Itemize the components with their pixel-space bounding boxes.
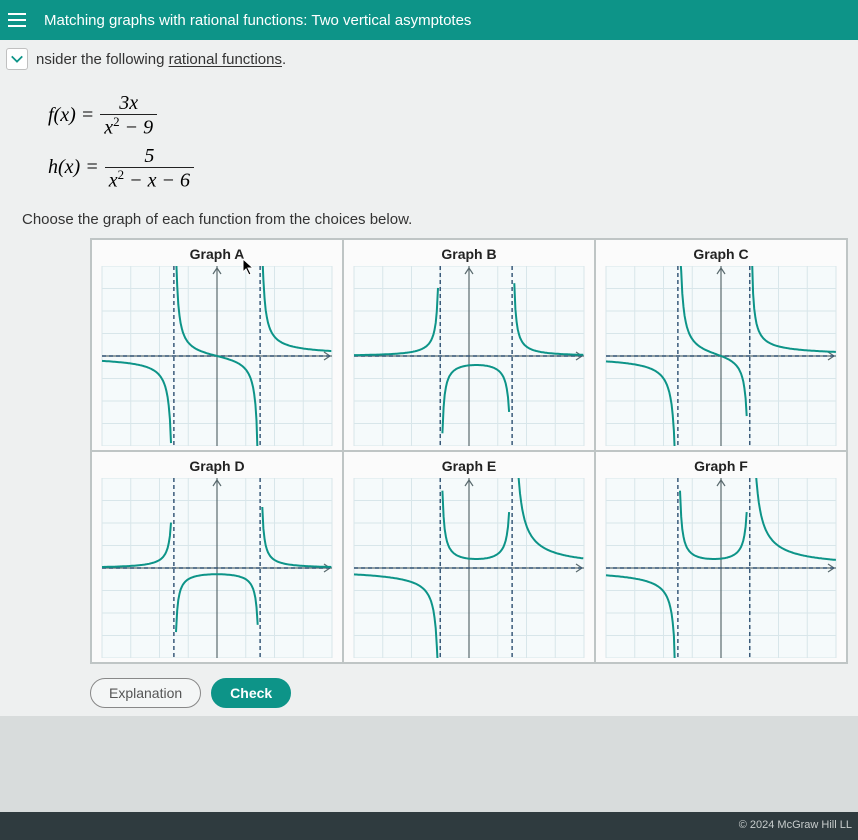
hamburger-icon[interactable] — [8, 8, 32, 32]
graph-cell-f[interactable]: Graph F — [595, 451, 847, 663]
page-title: Matching graphs with rational functions:… — [44, 12, 471, 29]
mini-chart — [600, 266, 842, 446]
h-den: x2 − x − 6 — [105, 168, 194, 192]
graph-title: Graph D — [189, 458, 244, 474]
mini-chart — [348, 266, 590, 446]
f-lhs: f(x) = — [48, 104, 94, 127]
h-lhs: h(x) = — [48, 156, 99, 179]
prompt-row: nsider the following rational functions. — [0, 40, 858, 80]
button-row: Explanation Check — [0, 664, 858, 708]
graph-cell-a[interactable]: Graph A — [91, 239, 343, 451]
formulas: f(x) = 3x x2 − 9 h(x) = 5 x2 − x − 6 — [0, 80, 858, 207]
prompt-tail: . — [282, 51, 286, 68]
formula-h: h(x) = 5 x2 − x − 6 — [48, 145, 858, 192]
rational-functions-link[interactable]: rational functions — [169, 51, 282, 68]
footer-copyright: © 2024 McGraw Hill LL — [0, 812, 858, 840]
mini-chart — [600, 478, 842, 658]
h-fraction: 5 x2 − x − 6 — [105, 145, 194, 192]
graph-title: Graph E — [442, 458, 496, 474]
graph-cell-c[interactable]: Graph C — [595, 239, 847, 451]
graphs-grid: Graph A Graph B Graph C Graph D — [90, 238, 848, 664]
f-den: x2 − 9 — [100, 115, 157, 139]
formula-f: f(x) = 3x x2 − 9 — [48, 92, 858, 139]
f-fraction: 3x x2 − 9 — [100, 92, 157, 139]
content-panel: nsider the following rational functions.… — [0, 40, 858, 716]
f-num: 3x — [115, 92, 142, 114]
graph-title: Graph B — [441, 246, 496, 262]
graph-title: Graph A — [190, 246, 245, 262]
graph-title: Graph C — [693, 246, 748, 262]
graph-cell-e[interactable]: Graph E — [343, 451, 595, 663]
prompt-lead: nsider the following — [36, 51, 169, 68]
mini-chart — [96, 266, 338, 446]
graph-cell-d[interactable]: Graph D — [91, 451, 343, 663]
mini-chart — [348, 478, 590, 658]
h-num: 5 — [140, 145, 158, 167]
check-button[interactable]: Check — [211, 678, 291, 708]
explanation-button[interactable]: Explanation — [90, 678, 201, 708]
prompt-text: nsider the following rational functions. — [36, 51, 286, 68]
title-bar: Matching graphs with rational functions:… — [0, 0, 858, 40]
graph-title: Graph F — [694, 458, 748, 474]
mini-chart — [96, 478, 338, 658]
graph-cell-b[interactable]: Graph B — [343, 239, 595, 451]
chevron-down-icon[interactable] — [6, 48, 28, 70]
instruction: Choose the graph of each function from t… — [0, 207, 858, 238]
